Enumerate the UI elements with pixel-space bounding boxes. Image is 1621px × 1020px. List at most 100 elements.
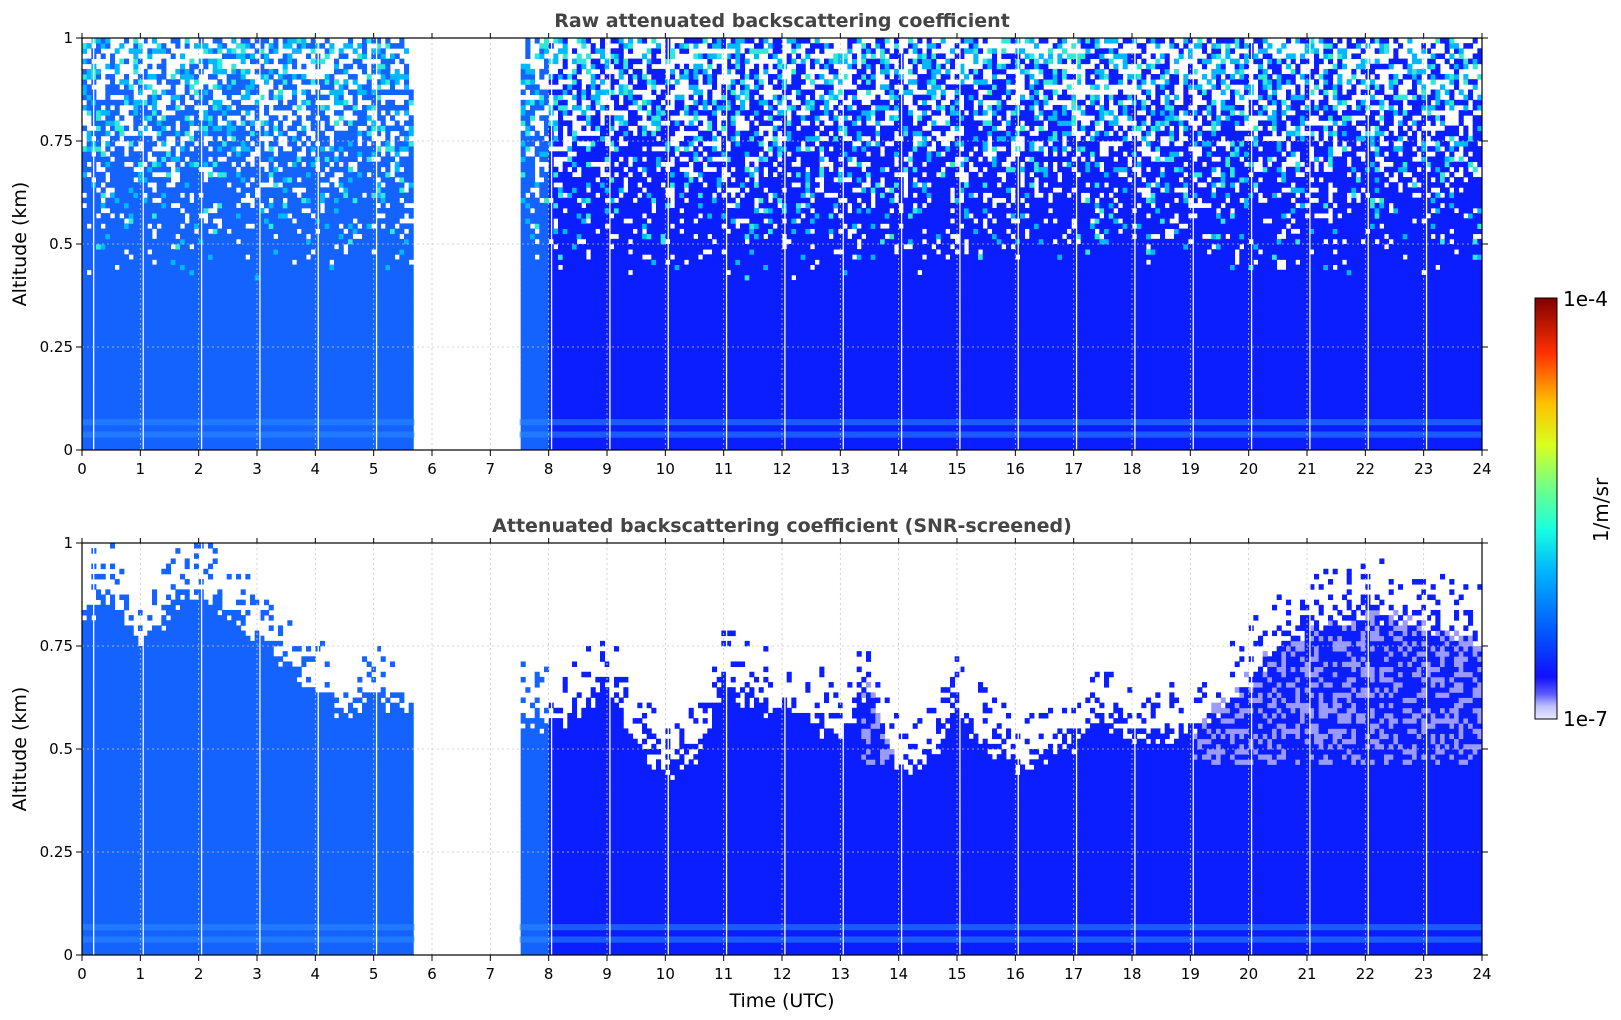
heatmap-cell xyxy=(166,383,171,389)
heatmap-cell xyxy=(96,342,101,348)
heatmap-cell xyxy=(203,378,208,384)
heatmap-cell xyxy=(241,409,246,415)
heatmap-cell xyxy=(157,342,162,348)
heatmap-cell xyxy=(82,213,87,219)
heatmap-cell xyxy=(227,393,232,399)
heatmap-cell xyxy=(105,290,110,296)
heatmap-cell xyxy=(227,53,232,59)
heatmap-cell xyxy=(227,84,232,90)
heatmap-cell xyxy=(227,141,232,147)
heatmap-cell xyxy=(115,290,120,296)
heatmap-cell xyxy=(217,48,222,54)
heatmap-cell xyxy=(250,440,255,446)
heatmap-cell xyxy=(101,393,106,399)
heatmap-cell xyxy=(101,352,106,358)
heatmap-cell xyxy=(82,259,87,265)
heatmap-cell xyxy=(203,275,208,281)
heatmap-cell xyxy=(124,167,129,173)
heatmap-cell xyxy=(185,414,190,420)
heatmap-cell xyxy=(222,229,227,235)
heatmap-cell xyxy=(124,409,129,415)
heatmap-cell xyxy=(157,131,162,137)
heatmap-cell xyxy=(222,193,227,199)
heatmap-cell xyxy=(250,208,255,214)
heatmap-cell xyxy=(213,347,218,353)
heatmap-cell xyxy=(96,285,101,291)
heatmap-cell xyxy=(250,131,255,137)
heatmap-cell xyxy=(203,59,208,65)
heatmap-cell xyxy=(110,244,115,250)
heatmap-cell xyxy=(241,177,246,183)
heatmap-cell xyxy=(161,301,166,307)
heatmap-cell xyxy=(166,368,171,374)
heatmap-cell xyxy=(101,321,106,327)
heatmap-cell xyxy=(110,301,115,307)
heatmap-cell xyxy=(208,378,213,384)
heatmap-cell xyxy=(222,414,227,420)
heatmap-cell xyxy=(129,311,134,317)
heatmap-cell xyxy=(222,296,227,302)
heatmap-cell xyxy=(241,383,246,389)
heatmap-cell xyxy=(175,182,180,188)
heatmap-cell xyxy=(101,388,106,394)
heatmap-cell xyxy=(82,156,87,162)
heatmap-cell xyxy=(133,285,138,291)
heatmap-cell xyxy=(241,105,246,111)
heatmap-column xyxy=(180,53,185,450)
heatmap-cell xyxy=(129,399,134,405)
heatmap-cell xyxy=(133,306,138,312)
heatmap-cell xyxy=(96,296,101,302)
heatmap-cell xyxy=(213,383,218,389)
heatmap-cell xyxy=(203,326,208,332)
heatmap-cell xyxy=(236,156,241,162)
heatmap-cell xyxy=(171,234,176,240)
heatmap-cell xyxy=(166,326,171,332)
heatmap-cell xyxy=(96,357,101,363)
heatmap-cell xyxy=(217,213,222,219)
heatmap-cell xyxy=(171,254,176,260)
heatmap-cell xyxy=(231,311,236,317)
heatmap-cell xyxy=(236,357,241,363)
heatmap-cell xyxy=(203,203,208,209)
heatmap-cell xyxy=(217,337,222,343)
heatmap-cell xyxy=(171,285,176,291)
heatmap-cell xyxy=(166,151,171,157)
heatmap-cell xyxy=(189,316,194,322)
heatmap-cell xyxy=(231,296,236,302)
heatmap-cell xyxy=(119,404,124,410)
heatmap-cell xyxy=(152,326,157,332)
heatmap-cell xyxy=(236,126,241,132)
heatmap-cell xyxy=(87,414,92,420)
heatmap-cell xyxy=(175,110,180,116)
heatmap-cell xyxy=(241,254,246,260)
heatmap-cell xyxy=(96,378,101,384)
heatmap-cell xyxy=(171,218,176,224)
heatmap-cell xyxy=(152,239,157,245)
heatmap-cell xyxy=(157,193,162,199)
heatmap-cell xyxy=(203,90,208,96)
heatmap-cell xyxy=(185,285,190,291)
heatmap-cell xyxy=(157,64,162,70)
heatmap-cell xyxy=(231,203,236,209)
heatmap-cell xyxy=(180,187,185,193)
heatmap-cell xyxy=(208,110,213,116)
heatmap-cell xyxy=(105,223,110,229)
heatmap-cell xyxy=(166,254,171,260)
heatmap-cell xyxy=(157,290,162,296)
heatmap-cell xyxy=(124,208,129,214)
heatmap-cell xyxy=(236,218,241,224)
heatmap-cell xyxy=(101,373,106,379)
heatmap-cell xyxy=(110,74,115,80)
heatmap-cell xyxy=(133,218,138,224)
heatmap-cell xyxy=(129,259,134,265)
heatmap-cell xyxy=(87,301,92,307)
heatmap-cell xyxy=(87,409,92,415)
heatmap-cell xyxy=(161,218,166,224)
heatmap-cell xyxy=(208,74,213,80)
heatmap-cell xyxy=(124,90,129,96)
heatmap-cell xyxy=(147,177,152,183)
heatmap-cell xyxy=(245,301,250,307)
heatmap-cell xyxy=(105,203,110,209)
heatmap-cell xyxy=(101,156,106,162)
heatmap-cell xyxy=(203,156,208,162)
